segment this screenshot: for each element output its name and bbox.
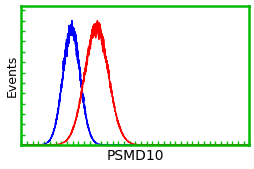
X-axis label: PSMD10: PSMD10 (106, 149, 164, 163)
Y-axis label: Events: Events (6, 54, 19, 96)
